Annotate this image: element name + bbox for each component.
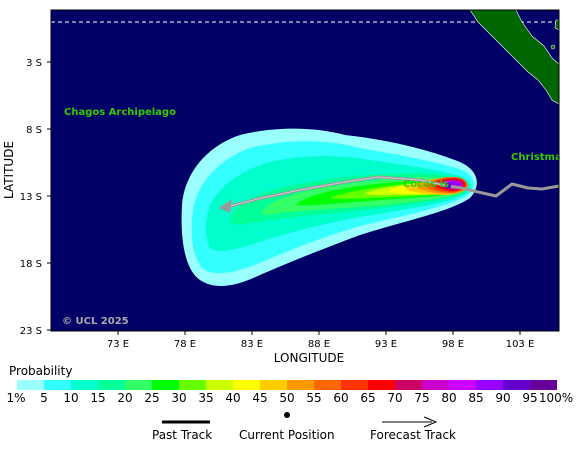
- probability-label: 65: [360, 391, 376, 405]
- probability-label: 90: [495, 391, 511, 405]
- lon-tick: 103 E: [506, 339, 535, 350]
- lat-axis: 3 S 8 S 13 S 18 S 23 S: [20, 58, 51, 337]
- probability-label: 20: [117, 391, 133, 405]
- colorbar-swatch: [368, 380, 395, 390]
- probability-label: 30: [171, 391, 187, 405]
- copyright-label: © UCL 2025: [62, 316, 129, 327]
- colorbar-swatch: [71, 380, 98, 390]
- lat-tick: 13 S: [20, 192, 42, 203]
- colorbar-swatch: [530, 380, 557, 390]
- probability-label: 100%: [538, 391, 574, 405]
- colorbar-swatch: [125, 380, 152, 390]
- probability-label: 40: [225, 391, 241, 405]
- colorbar-swatch: [233, 380, 260, 390]
- probability-label: 55: [306, 391, 322, 405]
- lon-tick: 88 E: [308, 339, 330, 350]
- probability-label: 45: [252, 391, 268, 405]
- colorbar-swatch: [206, 380, 233, 390]
- probability-swath: [181, 128, 477, 287]
- probability-label: 15: [90, 391, 106, 405]
- colorbar-swatch: [17, 380, 44, 390]
- lon-tick: 78 E: [174, 339, 196, 350]
- probability-label: 25: [144, 391, 160, 405]
- colorbar-swatch: [260, 380, 287, 390]
- probability-label: 80: [441, 391, 457, 405]
- place-label-cocos: Cocos Is: [403, 179, 449, 190]
- y-axis-label: LATITUDE: [2, 141, 16, 199]
- lon-axis: 73 E 78 E 83 E 88 E 93 E 98 E 103 E: [107, 331, 534, 350]
- probability-label: 5: [40, 391, 48, 405]
- probability-label: 10: [63, 391, 79, 405]
- lon-tick: 98 E: [442, 339, 464, 350]
- x-axis-label: LONGITUDE: [274, 351, 344, 365]
- colorbar-swatch: [395, 380, 422, 390]
- current-position-marker: [445, 183, 451, 189]
- current-position-legend-label: Current Position: [239, 428, 335, 442]
- past-track-legend-label: Past Track: [152, 428, 213, 442]
- probability-title: Probability: [9, 364, 73, 378]
- forecast-arrowhead: [219, 199, 232, 213]
- lon-tick: 93 E: [375, 339, 397, 350]
- colorbar-swatch: [422, 380, 449, 390]
- probability-label: 70: [387, 391, 403, 405]
- probability-label: 85: [468, 391, 484, 405]
- lat-tick: 23 S: [20, 326, 42, 337]
- probability-label: 35: [198, 391, 214, 405]
- lat-tick: 18 S: [20, 259, 42, 270]
- probability-label: 1%: [6, 391, 26, 405]
- probability-label: 50: [279, 391, 295, 405]
- colorbar-swatch: [449, 380, 476, 390]
- probability-colorbar: [17, 380, 557, 390]
- lat-tick: 3 S: [26, 58, 42, 69]
- lon-tick: 83 E: [241, 339, 263, 350]
- lon-tick: 73 E: [107, 339, 129, 350]
- colorbar-swatch: [179, 380, 206, 390]
- colorbar-swatch: [341, 380, 368, 390]
- colorbar-swatch: [503, 380, 530, 390]
- current-position-symbol: [284, 412, 290, 418]
- probability-label: 95: [522, 391, 538, 405]
- forecast-track-legend-label: Forecast Track: [370, 428, 456, 442]
- colorbar-swatch: [476, 380, 503, 390]
- java-land: [554, 19, 559, 31]
- probability-label: 60: [333, 391, 349, 405]
- forecast-arrow-symbol: [423, 416, 438, 428]
- colorbar-swatch: [287, 380, 314, 390]
- lat-tick: 8 S: [26, 125, 42, 136]
- colorbar-swatch: [44, 380, 71, 390]
- sumatra-land: [469, 10, 559, 105]
- place-label-christmas: Christma: [511, 152, 562, 163]
- place-label-chagos: Chagos Archipelago: [64, 107, 176, 118]
- past-track-line: [447, 182, 559, 198]
- probability-label: 75: [414, 391, 430, 405]
- island: [550, 44, 556, 50]
- colorbar-swatch: [98, 380, 125, 390]
- colorbar-swatch: [152, 380, 179, 390]
- colorbar-swatch: [314, 380, 341, 390]
